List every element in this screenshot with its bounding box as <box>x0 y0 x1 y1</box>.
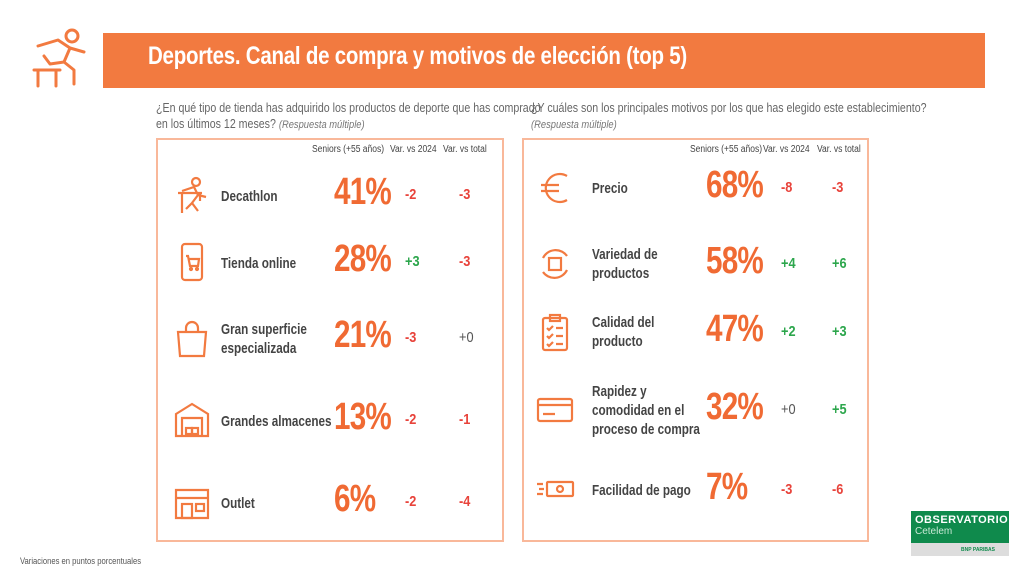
page-title: Deportes. Canal de compra y motivos de e… <box>148 42 687 70</box>
percentage: 41% <box>334 171 392 213</box>
euro-icon <box>541 172 568 204</box>
row-label: Grandes almacenes <box>221 413 332 430</box>
var-vs-total: -3 <box>459 253 471 270</box>
checklist-icon <box>541 313 569 352</box>
var-vs-2024: -2 <box>405 411 417 428</box>
row-label: Gran superficie especializada <box>221 321 307 357</box>
var-vs-total: -3 <box>832 179 844 196</box>
percentage: 28% <box>334 238 392 280</box>
row-label: Tienda online <box>221 255 297 272</box>
row-label: Variedad de productos <box>592 246 658 282</box>
var-vs-2024: -3 <box>405 329 417 346</box>
storefront-icon <box>174 488 210 520</box>
col-var-total: Var. vs total <box>817 144 861 155</box>
right-panel <box>522 138 869 542</box>
row-label: Precio <box>592 179 628 197</box>
footnote: Variaciones en puntos porcentuales <box>20 556 142 566</box>
percentage: 7% <box>706 466 748 508</box>
percentage: 6% <box>334 478 376 520</box>
col-var-total: Var. vs total <box>443 144 487 155</box>
var-vs-total: -3 <box>459 186 471 203</box>
left-question: ¿En qué tipo de tienda has adquirido los… <box>156 101 541 131</box>
shopping-bag-icon <box>176 320 208 358</box>
col-var-2024: Var. vs 2024 <box>763 144 810 155</box>
card-icon <box>536 397 574 423</box>
col-seniors: Seniors (+55 años) <box>690 144 763 155</box>
percentage: 58% <box>706 240 764 282</box>
cash-icon <box>537 480 575 498</box>
percentage: 21% <box>334 314 392 356</box>
var-vs-total: +3 <box>832 323 847 340</box>
var-vs-2024: -8 <box>781 179 793 196</box>
var-vs-2024: -2 <box>405 493 417 510</box>
percentage: 47% <box>706 308 764 350</box>
runner-icon <box>178 176 207 213</box>
var-vs-total: +6 <box>832 255 847 272</box>
right-question: ¿Y cuáles son los principales motivos po… <box>531 101 927 131</box>
var-vs-total: -4 <box>459 493 471 510</box>
row-label: Outlet <box>221 495 255 512</box>
phone-cart-icon <box>180 242 204 282</box>
var-vs-total: +5 <box>832 401 847 418</box>
observatorio-logo: OBSERVATORIO Cetelem BNP PARIBAS <box>911 511 1009 556</box>
var-vs-2024: -3 <box>781 481 793 498</box>
percentage: 68% <box>706 164 764 206</box>
row-label: Facilidad de pago <box>592 481 691 499</box>
percentage: 32% <box>706 386 764 428</box>
var-vs-total: +0 <box>459 329 474 346</box>
percentage: 13% <box>334 396 392 438</box>
header-bar <box>103 33 985 88</box>
col-var-2024: Var. vs 2024 <box>390 144 437 155</box>
row-label: Decathlon <box>221 188 278 205</box>
row-label: Rapidez y comodidad en el proceso de compr… <box>592 382 700 438</box>
box-cycle-icon <box>542 249 568 279</box>
col-seniors: Seniors (+55 años) <box>312 144 385 155</box>
var-vs-total: -1 <box>459 411 471 428</box>
var-vs-total: -6 <box>832 481 844 498</box>
var-vs-2024: -2 <box>405 186 417 203</box>
warehouse-icon <box>174 402 210 438</box>
var-vs-2024: +0 <box>781 401 796 418</box>
left-panel <box>156 138 504 542</box>
var-vs-2024: +4 <box>781 255 796 272</box>
row-label: Calidad del producto <box>592 314 655 350</box>
var-vs-2024: +3 <box>405 253 420 270</box>
var-vs-2024: +2 <box>781 323 796 340</box>
hurdler-icon <box>32 28 86 88</box>
